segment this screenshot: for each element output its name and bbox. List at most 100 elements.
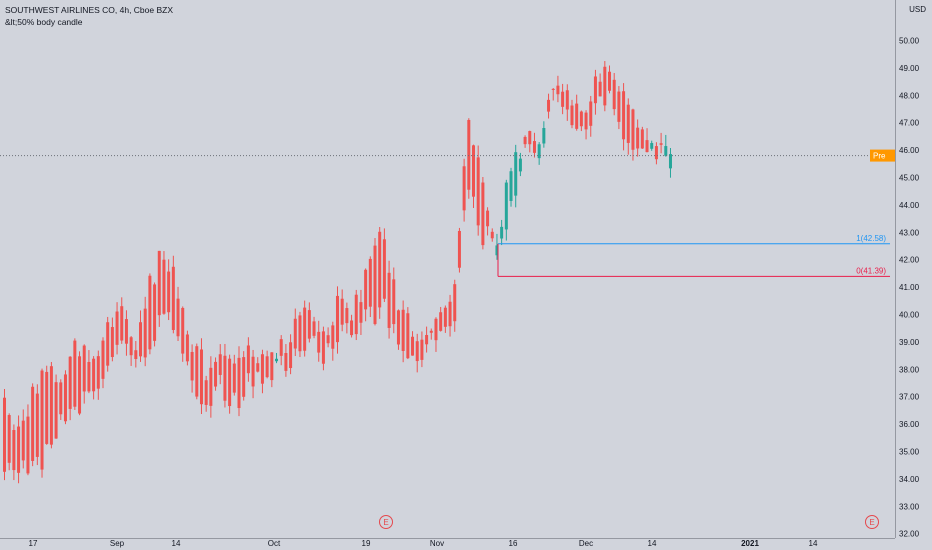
candle-body <box>420 339 424 360</box>
candle-body <box>481 182 485 246</box>
candle-body <box>654 146 658 160</box>
y-tick-label: 49.00 <box>899 64 920 73</box>
candle-body <box>429 330 433 333</box>
candle-body <box>312 321 316 336</box>
candle-body <box>584 112 588 130</box>
y-tick-label: 36.00 <box>899 420 920 429</box>
candle-series <box>3 61 672 484</box>
candle-body <box>495 245 499 256</box>
candle-body <box>504 182 508 230</box>
candle-body <box>415 341 419 362</box>
candle-body <box>668 154 672 169</box>
candle-body <box>617 91 621 122</box>
candle-body <box>293 318 297 349</box>
candle-body <box>603 66 607 106</box>
y-tick-label: 33.00 <box>899 502 920 511</box>
candle-body <box>565 90 569 110</box>
x-tick-label: 14 <box>648 539 657 548</box>
candle-body <box>204 380 208 405</box>
candle-body <box>467 119 471 190</box>
candle-body <box>270 352 274 381</box>
candle-body <box>551 88 555 90</box>
candle-body <box>223 355 227 401</box>
y-tick-label: 47.00 <box>899 119 920 128</box>
candle-body <box>17 426 21 473</box>
candle-body <box>406 313 410 359</box>
earnings-marker <box>865 515 879 529</box>
candle-body <box>195 346 199 397</box>
level-label: 1(42.58) <box>856 234 886 243</box>
candle-body <box>331 325 335 349</box>
candle-body <box>40 370 44 470</box>
candle-body <box>54 382 58 439</box>
candle-body <box>514 152 518 196</box>
x-tick-label: Sep <box>110 539 125 548</box>
premarket-label-bg <box>870 149 895 162</box>
x-tick-label: Nov <box>430 539 444 548</box>
y-tick-label: 34.00 <box>899 475 920 484</box>
y-tick-label: 41.00 <box>899 283 920 292</box>
candle-body <box>382 239 386 299</box>
candle-body <box>275 358 279 362</box>
candle-body <box>92 358 96 392</box>
candle-body <box>199 349 203 405</box>
candle-body <box>171 266 175 330</box>
candle-body <box>500 226 504 239</box>
candle-body <box>354 294 358 335</box>
candle-body <box>3 397 6 472</box>
candle-body <box>368 258 372 307</box>
candle-body <box>570 105 574 126</box>
candle-body <box>373 245 377 325</box>
candle-body <box>87 361 91 392</box>
candle-body <box>335 295 339 343</box>
candle-body <box>157 250 161 316</box>
candle-body <box>120 306 124 341</box>
x-tick-label: 16 <box>509 539 518 548</box>
candle-body <box>509 171 513 201</box>
candle-body <box>284 352 288 371</box>
y-tick-label: 39.00 <box>899 338 920 347</box>
candle-body <box>68 356 72 409</box>
candle-body <box>265 356 269 378</box>
candle-body <box>359 302 363 323</box>
candle-body <box>110 327 114 358</box>
y-tick-label: 35.00 <box>899 448 920 457</box>
candle-body <box>242 357 246 397</box>
candle-body <box>547 99 551 112</box>
candle-body <box>256 363 260 372</box>
price-axis-bg <box>895 0 932 550</box>
candle-body <box>608 71 612 91</box>
chart-title: SOUTHWEST AIRLINES CO, 4h, Cboe BZX <box>5 5 174 15</box>
indicator-label[interactable]: &lt;50% body candle <box>5 17 83 27</box>
candle-body <box>78 356 82 414</box>
candle-body <box>537 144 541 159</box>
y-tick-label: 44.00 <box>899 201 920 210</box>
candle-body <box>443 307 447 327</box>
candle-body <box>378 231 382 308</box>
y-tick-label: 37.00 <box>899 393 920 402</box>
candle-body <box>364 269 368 310</box>
candle-body <box>218 354 222 375</box>
candle-body <box>167 271 171 313</box>
candle-body <box>425 334 429 345</box>
candle-body <box>476 157 480 226</box>
candle-body <box>561 91 565 107</box>
candle-body <box>185 334 189 362</box>
candle-body <box>542 127 546 144</box>
candle-body <box>636 127 640 149</box>
x-tick-label: 19 <box>362 539 371 548</box>
candle-body <box>49 366 53 445</box>
candle-body <box>659 143 663 145</box>
candle-body <box>472 145 475 197</box>
candle-body <box>260 354 264 384</box>
y-tick-label: 40.00 <box>899 311 920 320</box>
candle-body <box>457 230 461 268</box>
candle-body <box>101 340 105 379</box>
candle-body <box>31 386 35 461</box>
y-tick-label: 48.00 <box>899 91 920 100</box>
y-tick-label: 46.00 <box>899 146 920 155</box>
candle-body <box>490 231 494 239</box>
candle-body <box>190 351 194 381</box>
